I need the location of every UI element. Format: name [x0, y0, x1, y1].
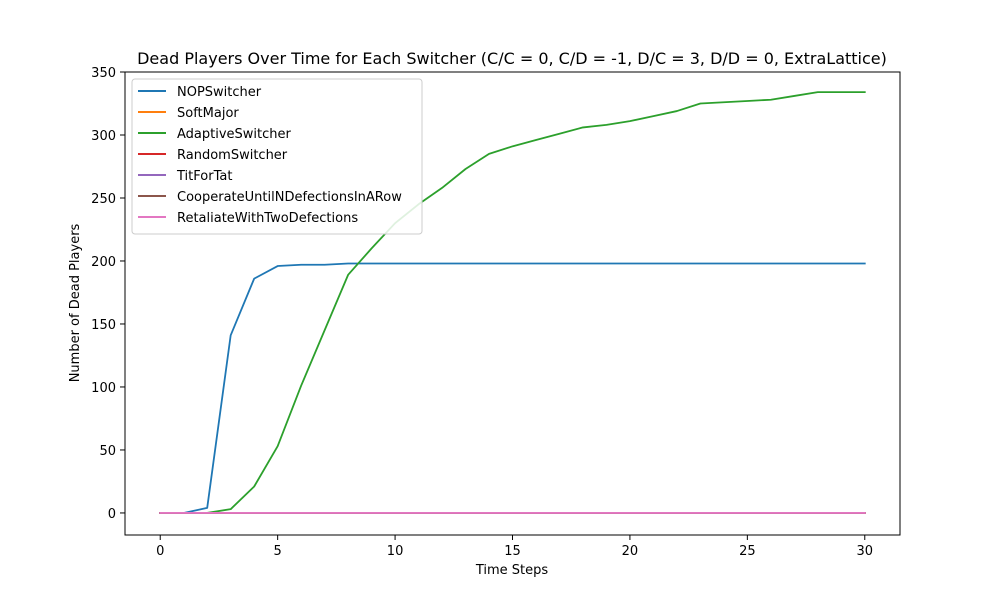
y-axis: 0 50 100 150 200 250 300 350 [91, 66, 125, 522]
legend-label-1: SoftMajor [177, 106, 239, 121]
x-tick-label-3: 15 [504, 544, 521, 559]
x-axis-label: Time Steps [475, 563, 549, 578]
series-line-2 [159, 91, 866, 514]
x-tick-label-6: 30 [856, 544, 873, 559]
series-line-0 [159, 262, 866, 514]
x-tick-label-4: 20 [622, 544, 639, 559]
y-tick-label-6: 300 [91, 129, 116, 144]
x-tick-label-2: 10 [387, 544, 404, 559]
legend-label-5: CooperateUntilNDefectionsInARow [177, 190, 402, 205]
legend-box [131, 78, 423, 235]
legend-label-2: AdaptiveSwitcher [177, 127, 292, 142]
legend: NOPSwitcher SoftMajor AdaptiveSwitcher Rand… [131, 78, 423, 235]
y-tick-label-3: 150 [91, 318, 116, 333]
legend-label-0: NOPSwitcher [177, 85, 262, 100]
y-tick-label-5: 250 [91, 192, 116, 207]
y-tick-label-2: 100 [91, 381, 116, 396]
y-axis-label: Number of Dead Players [68, 223, 83, 382]
chart-title: Dead Players Over Time for Each Switcher… [137, 49, 887, 68]
legend-label-3: RandomSwitcher [177, 148, 288, 163]
x-tick-label-5: 25 [739, 544, 756, 559]
legend-label-6: RetaliateWithTwoDefections [177, 211, 358, 226]
y-tick-label-0: 0 [108, 507, 116, 522]
series-layer [159, 91, 866, 514]
y-tick-label-7: 350 [91, 66, 116, 81]
x-axis: 0 5 10 15 20 25 30 [156, 535, 873, 559]
legend-label-4: TitForTat [176, 169, 232, 184]
y-tick-label-4: 200 [91, 255, 116, 270]
x-tick-label-0: 0 [156, 544, 164, 559]
y-tick-label-1: 50 [99, 444, 116, 459]
x-tick-label-1: 5 [274, 544, 282, 559]
